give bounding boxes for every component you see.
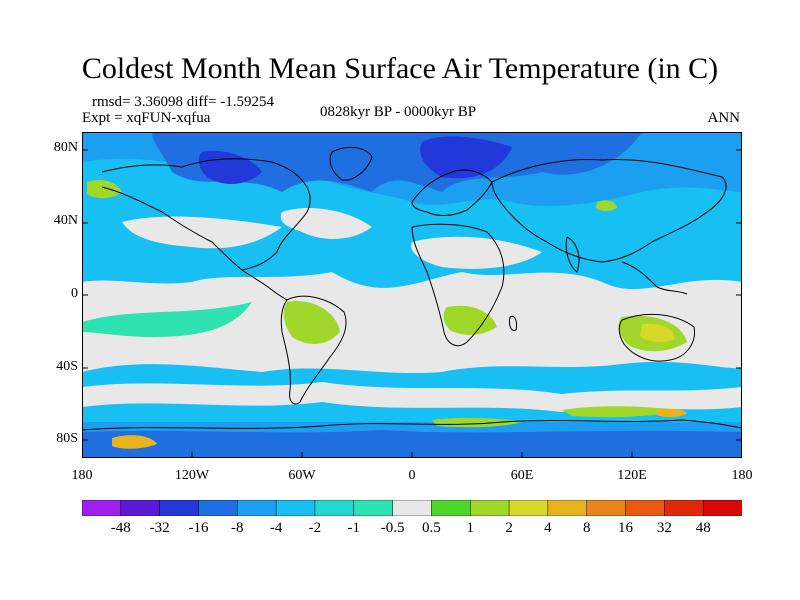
warm-patch-south-america xyxy=(283,301,340,344)
period-label: 0828kyr BP - 0000kyr BP xyxy=(320,104,477,120)
lon-label-60e: 60E xyxy=(510,468,534,483)
colorbar xyxy=(82,500,742,516)
colorbar-label: -48 xyxy=(110,520,131,536)
cold-band-arctic xyxy=(152,132,642,192)
lon-label-120e: 120E xyxy=(617,468,647,483)
cool-band-south-pacific xyxy=(82,302,252,337)
colorbar-swatch xyxy=(353,500,394,516)
lat-label-0: 0 xyxy=(71,286,78,301)
warm-patch-antarctic-1 xyxy=(112,435,157,449)
colorbar-swatch xyxy=(586,500,627,516)
coast-south-america xyxy=(280,295,347,405)
colorbar-label: -32 xyxy=(149,520,170,536)
stats-label: rmsd= 3.36098 diff= -1.59254 xyxy=(92,94,275,110)
figure-title: Coldest Month Mean Surface Air Temperatu… xyxy=(81,52,719,85)
coast-asia xyxy=(491,158,727,263)
lon-label-0: 0 xyxy=(408,468,416,483)
colorbar-swatch xyxy=(625,500,666,516)
colorbar-swatch xyxy=(431,500,471,516)
colorbar-swatch xyxy=(82,500,122,516)
colorbar-swatch xyxy=(392,500,433,516)
colorbar-swatch xyxy=(159,500,200,516)
colorbar-label: 1 xyxy=(466,520,474,536)
colorbar-label: -16 xyxy=(188,520,209,536)
colorbar-label: 2 xyxy=(505,520,513,536)
colorbar-label: -2 xyxy=(308,520,322,536)
neutral-patch-n-pacific xyxy=(122,216,282,249)
season-label: ANN xyxy=(707,110,741,126)
colorbar-label: -0.5 xyxy=(380,520,405,536)
colorbar-label: 16 xyxy=(618,520,633,536)
colorbar-swatch xyxy=(547,500,588,516)
colorbar-swatch xyxy=(275,500,316,516)
coast-india xyxy=(565,236,580,273)
lon-label-60w: 60W xyxy=(288,468,316,483)
colorbar-swatch xyxy=(120,500,161,516)
warm-patch-alaska xyxy=(87,180,122,199)
colorbar-swatch xyxy=(314,500,355,516)
coast-north-america xyxy=(101,158,311,271)
colorbar-label: -4 xyxy=(269,520,283,536)
coast-europe xyxy=(411,169,493,216)
colorbar-label: -8 xyxy=(231,520,244,536)
neutral-patch-sahara xyxy=(411,236,542,269)
neutral-belt-south xyxy=(82,382,742,412)
coast-antarctica xyxy=(82,419,742,431)
coast-africa xyxy=(411,223,505,347)
lat-label-80s: 80S xyxy=(56,431,78,446)
colorbar-swatch xyxy=(664,500,704,516)
experiment-label: Expt = xqFUN-xqfua xyxy=(82,110,211,126)
coast-madagascar xyxy=(509,315,517,331)
lon-label-180w: 180 xyxy=(71,468,93,483)
lat-label-40n: 40N xyxy=(53,213,78,228)
lon-label-180e: 180 xyxy=(731,468,753,483)
coastlines xyxy=(82,146,742,431)
warm-patch-siberia xyxy=(596,200,617,211)
colorbar-label: 0.5 xyxy=(422,520,441,536)
coast-greenland xyxy=(329,146,373,181)
temperature-map xyxy=(82,132,742,458)
colorbar-swatch xyxy=(198,500,239,516)
coast-central-america xyxy=(241,269,288,301)
lat-label-40s: 40S xyxy=(56,359,78,374)
axis-ticks xyxy=(82,149,742,458)
colorbar-label: 48 xyxy=(695,520,711,536)
warm-patch-africa xyxy=(443,305,497,335)
coast-se-asia xyxy=(621,261,688,295)
colorbar-swatch xyxy=(702,500,742,516)
cold-core-scandinavia xyxy=(420,136,512,179)
colorbar-swatch xyxy=(508,500,549,516)
coast-australia xyxy=(618,313,696,362)
neutral-patch-n-atlantic xyxy=(280,207,372,239)
lat-label-80n: 80N xyxy=(53,140,78,155)
colorbar-label: 4 xyxy=(544,520,552,536)
colorbar-label: -1 xyxy=(347,520,361,536)
colorbar-label: 32 xyxy=(656,520,672,536)
warm-patch-antarctic-2 xyxy=(432,417,522,428)
cold-band-antarctic-coast xyxy=(82,430,742,458)
warm-patch-antarctic-3 xyxy=(562,406,682,418)
warm-core-australia xyxy=(640,323,675,343)
colorbar-swatch xyxy=(237,500,277,516)
colorbar-swatch xyxy=(469,500,510,516)
lon-label-120w: 120W xyxy=(174,468,210,483)
colorbar-label: 8 xyxy=(582,520,591,536)
warm-patch-antarctic-4 xyxy=(657,408,687,418)
